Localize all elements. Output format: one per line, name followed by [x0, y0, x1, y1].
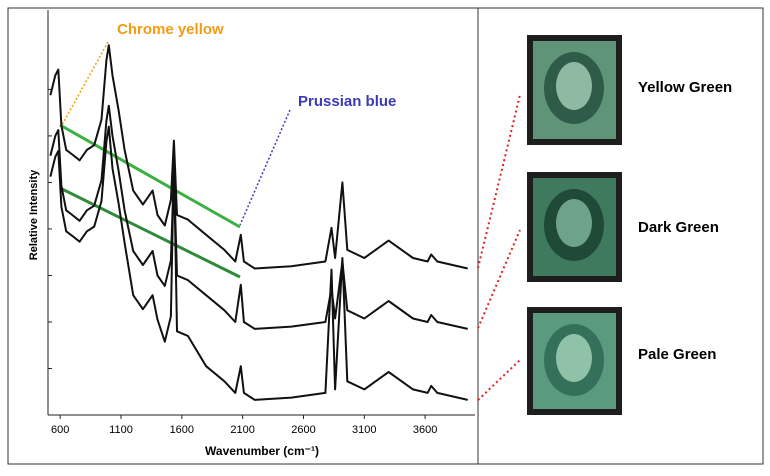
- spectrum-line: [49, 104, 468, 330]
- x-tick-label: 2600: [291, 424, 315, 436]
- annotation-text: Prussian blue: [298, 93, 396, 110]
- x-tick-label: 600: [51, 424, 69, 436]
- stamp-label: Yellow Green: [638, 79, 732, 96]
- annotation-arrow: [239, 109, 291, 226]
- x-tick-label: 3600: [413, 424, 437, 436]
- stamp: [527, 35, 622, 145]
- annotation-line: [59, 186, 241, 279]
- x-axis-label: Wavenumber (cm⁻¹): [205, 444, 319, 458]
- x-tick-label: 3100: [352, 424, 376, 436]
- figure-frame: [7, 7, 764, 465]
- connectors: [477, 94, 521, 401]
- spectrum-line: [49, 125, 468, 401]
- x-tick-label: 1100: [109, 424, 133, 436]
- x-tick-label: 1600: [170, 424, 194, 436]
- stamp-label: Dark Green: [638, 219, 719, 236]
- stamp-label: Pale Green: [638, 346, 716, 363]
- annotation-text: Chrome yellow: [117, 21, 224, 38]
- stamp: [527, 307, 622, 415]
- y-axis-label: Relative Intensity: [28, 169, 40, 260]
- spectrum-line: [49, 44, 468, 270]
- stamp: [527, 172, 622, 282]
- x-tick-label: 2100: [230, 424, 254, 436]
- annotation-line: [59, 123, 241, 229]
